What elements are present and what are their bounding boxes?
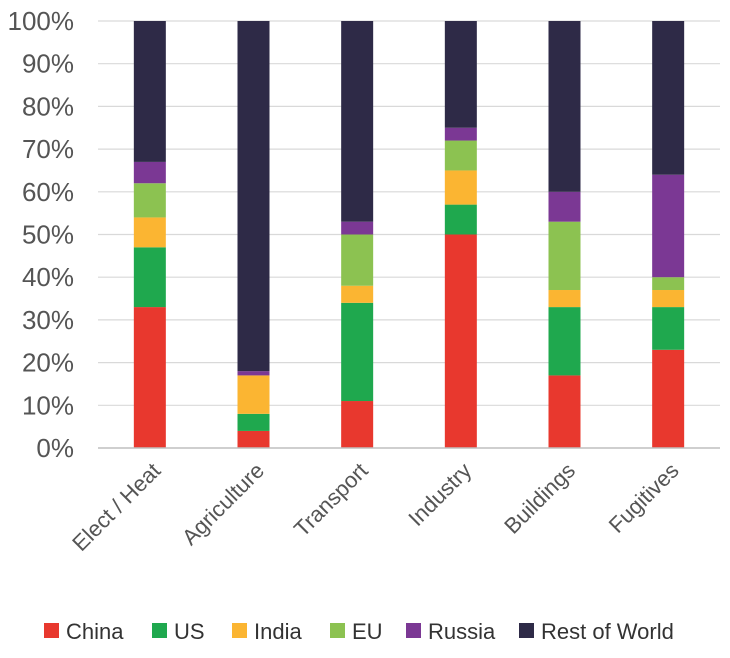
legend-label: US <box>174 619 205 644</box>
x-tick-label: Elect / Heat <box>67 458 165 556</box>
bar-segment-china <box>341 401 374 448</box>
bar-segment-rest-of-world <box>133 21 166 162</box>
x-axis-ticks: Elect / Heat Agriculture Transport Industry… <box>67 458 683 556</box>
legend-swatch <box>232 623 247 638</box>
legend-label: Russia <box>428 619 496 644</box>
bar-segment-rest-of-world <box>237 21 270 372</box>
bar-segment-eu <box>341 234 374 286</box>
legend-label: Rest of World <box>541 619 674 644</box>
bar-segment-eu <box>133 183 166 218</box>
legend-label: China <box>66 619 124 644</box>
bar-segment-eu <box>652 277 685 291</box>
y-tick-label: 30% <box>22 305 74 335</box>
bar-segment-china <box>548 375 581 448</box>
legend-swatch <box>519 623 534 638</box>
legend-label: EU <box>352 619 383 644</box>
bar-segment-us <box>652 307 685 350</box>
legend-swatch <box>330 623 345 638</box>
bar-segment-us <box>341 302 374 402</box>
y-tick-label: 90% <box>22 49 74 79</box>
y-tick-label: 20% <box>22 348 74 378</box>
x-tick-label: Buildings <box>499 458 580 539</box>
bars <box>133 21 685 448</box>
bar-segment-china <box>444 234 477 448</box>
bar-segment-rest-of-world <box>652 21 685 175</box>
bar-segment-india <box>133 217 166 248</box>
legend-swatch <box>44 623 59 638</box>
bar-segment-us <box>237 413 270 431</box>
bar-segment-india <box>548 290 581 308</box>
x-tick-label: Fugitives <box>604 458 684 538</box>
legend-swatch <box>406 623 421 638</box>
y-tick-label: 0% <box>36 433 74 463</box>
y-tick-label: 100% <box>8 6 75 36</box>
bar-segment-us <box>133 247 166 308</box>
y-tick-label: 40% <box>22 262 74 292</box>
x-tick-label: Transport <box>289 458 373 542</box>
bar-segment-us <box>548 307 581 376</box>
y-axis-ticks: 0% 10% 20% 30% 40% 50% 60% 70% 80% 90% 100% <box>8 6 75 463</box>
legend-label: India <box>254 619 302 644</box>
bar-segment-russia <box>548 191 581 222</box>
bar-segment-russia <box>444 127 477 141</box>
bar-segment-russia <box>133 161 166 184</box>
legend-swatch <box>152 623 167 638</box>
bar-segment-us <box>444 204 477 235</box>
bar-segment-india <box>237 375 270 414</box>
legend: China US India EU Russia Rest of World <box>44 619 674 644</box>
bar-segment-rest-of-world <box>341 21 374 222</box>
x-tick-label: Industry <box>403 458 476 531</box>
y-tick-label: 10% <box>22 390 74 420</box>
bar-segment-india <box>652 290 685 308</box>
x-tick-label: Agriculture <box>177 458 269 550</box>
bar-segment-rest-of-world <box>444 21 477 128</box>
bar-segment-india <box>444 170 477 205</box>
bar-segment-china <box>652 349 685 448</box>
bar-segment-china <box>237 430 270 448</box>
y-tick-label: 60% <box>22 177 74 207</box>
gridlines <box>98 20 720 406</box>
y-tick-label: 80% <box>22 91 74 121</box>
bar-segment-rest-of-world <box>548 21 581 192</box>
bar-segment-india <box>341 285 374 303</box>
bar-segment-russia <box>341 221 374 235</box>
bar-segment-eu <box>548 221 581 291</box>
y-tick-label: 70% <box>22 134 74 164</box>
bar-segment-china <box>133 307 166 448</box>
y-tick-label: 50% <box>22 220 74 250</box>
bar-segment-russia <box>652 174 685 278</box>
bar-segment-russia <box>237 371 270 376</box>
bar-segment-eu <box>444 140 477 171</box>
